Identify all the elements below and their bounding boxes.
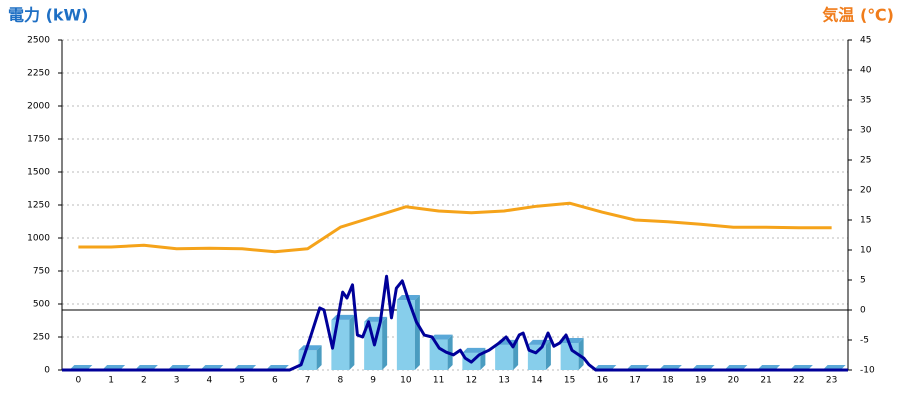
- x-tick-label: 5: [239, 376, 245, 386]
- line: [62, 274, 848, 372]
- x-tick-label: 19: [695, 376, 707, 386]
- y-tick-label: 500: [33, 300, 50, 310]
- y2-tick-label: -10: [860, 366, 875, 376]
- x-tick-label: 21: [760, 376, 771, 386]
- x-tick-label: 12: [466, 376, 477, 386]
- y2-tick-label: 0: [860, 306, 866, 316]
- bar-top: [298, 345, 322, 351]
- y-tick-label: 1000: [27, 234, 50, 244]
- x-tick-label: 14: [531, 376, 543, 386]
- x-tick-label: 23: [826, 376, 837, 386]
- line: [78, 201, 832, 254]
- bar: [560, 342, 579, 370]
- x-tick-label: 18: [662, 376, 674, 386]
- x-tick-label: 9: [370, 376, 376, 386]
- y2-tick-label: 30: [860, 126, 872, 136]
- bar-side: [382, 316, 388, 370]
- x-tick-label: 15: [564, 376, 575, 386]
- y-title: 電力 (kW): [8, 6, 89, 25]
- x-tick-label: 8: [338, 376, 344, 386]
- x-tick-label: 1: [108, 376, 114, 386]
- y2-tick-label: 15: [860, 216, 871, 226]
- x-tick-label: 10: [400, 376, 412, 386]
- x-tick-label: 0: [76, 376, 82, 386]
- y-tick-label: 750: [33, 267, 50, 277]
- x-tick-label: 16: [597, 376, 609, 386]
- x-tick-label: 6: [272, 376, 278, 386]
- x-tick-label: 20: [728, 376, 740, 386]
- bar-side: [316, 345, 322, 370]
- x-tick-label: 22: [793, 376, 804, 386]
- y2-tick-label: -5: [860, 336, 869, 346]
- bar-side: [349, 314, 355, 370]
- x-tick-label: 17: [629, 376, 640, 386]
- bar: [495, 344, 514, 370]
- x-tick-label: 7: [305, 376, 311, 386]
- y-tick-label: 250: [33, 333, 50, 343]
- y-tick-label: 2000: [27, 102, 50, 112]
- y-tick-label: 1250: [27, 201, 50, 211]
- y-tick-label: 1500: [27, 168, 50, 178]
- bar: [396, 300, 415, 370]
- y2-tick-label: 40: [860, 66, 872, 76]
- x-tick-label: 2: [141, 376, 147, 386]
- y2-tick-label: 25: [860, 156, 871, 166]
- y2-tick-label: 35: [860, 96, 871, 106]
- x-tick-label: 13: [498, 376, 509, 386]
- x-tick-label: 4: [207, 376, 213, 386]
- y2-tick-label: 45: [860, 36, 871, 46]
- y-tick-label: 1750: [27, 135, 50, 145]
- bar-top: [429, 334, 453, 340]
- y2-tick-label: 10: [860, 246, 872, 256]
- y-tick-label: 0: [44, 366, 50, 376]
- bar: [429, 339, 448, 370]
- bar-side: [578, 337, 584, 370]
- y2-tick-label: 5: [860, 276, 866, 286]
- bar-side: [414, 295, 420, 370]
- y2-tick-label: 20: [860, 186, 872, 196]
- bar-top: [462, 347, 486, 353]
- y-tick-label: 2500: [27, 36, 50, 46]
- y2-title: 気温 (℃): [822, 6, 894, 25]
- x-tick-label: 3: [174, 376, 180, 386]
- x-tick-label: 11: [433, 376, 444, 386]
- bar: [527, 344, 546, 370]
- y-tick-label: 2250: [27, 69, 50, 79]
- bar-side: [545, 339, 551, 370]
